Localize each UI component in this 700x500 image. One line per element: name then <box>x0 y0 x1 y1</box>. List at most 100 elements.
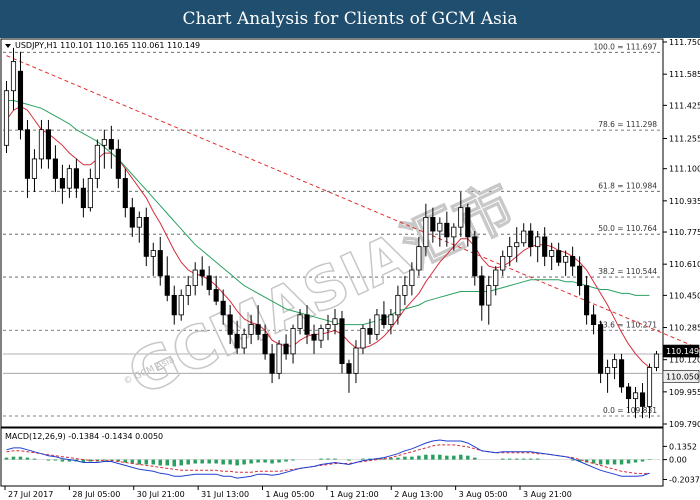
price-axis-label: 111.425 <box>669 101 700 110</box>
candle-body <box>80 187 86 209</box>
candle <box>346 359 352 393</box>
candle-body <box>178 294 184 316</box>
time-axis-label: 2 Aug 13:00 <box>394 490 443 499</box>
candle-body <box>220 300 226 316</box>
candle <box>570 246 576 276</box>
time-axis-label: 3 Aug 05:00 <box>459 490 508 499</box>
candle <box>94 139 100 189</box>
macd-axis-label: 0.00 <box>669 456 687 465</box>
main-panel-frame <box>0 38 664 428</box>
price-axis-label: 110.610 <box>669 260 700 269</box>
time-axis-label: 27 Jul 2017 <box>8 490 53 499</box>
candle <box>360 324 366 354</box>
candle <box>612 353 618 380</box>
candle <box>458 192 464 237</box>
candle <box>514 227 520 263</box>
candle-body <box>367 328 373 335</box>
candle <box>402 275 408 306</box>
candle-body <box>507 246 513 257</box>
candle <box>52 145 58 193</box>
candle <box>542 227 548 267</box>
candle <box>17 51 24 140</box>
candle <box>206 266 212 296</box>
candle <box>262 324 268 360</box>
candle-body <box>423 217 429 248</box>
chart-menu-triangle-icon[interactable] <box>5 44 11 48</box>
price-axis-label: 111.100 <box>669 165 700 174</box>
fib-level-label: 78.6 = 111.298 <box>598 120 657 129</box>
candle-body <box>185 285 191 296</box>
candle-body <box>290 328 296 355</box>
candle <box>199 256 205 286</box>
price-axis-label: 109.955 <box>669 388 700 397</box>
price-axis-label: 109.790 <box>669 420 700 429</box>
price-tag <box>662 370 700 383</box>
candle <box>80 178 86 218</box>
candle-body <box>521 230 527 244</box>
candle <box>625 383 632 413</box>
fibonacci-levels: 100.0 = 111.697 78.6 = 111.298 61.8 = 110.… <box>3 42 660 417</box>
candle-body <box>381 314 387 326</box>
candle-body <box>150 250 156 257</box>
candle <box>584 275 590 325</box>
candle-body <box>115 148 121 179</box>
candle <box>646 363 653 419</box>
candle-body <box>234 333 240 349</box>
candle <box>395 285 401 325</box>
candle-body <box>430 217 436 232</box>
candle <box>143 207 149 267</box>
candle <box>101 129 107 169</box>
candle-body <box>122 178 128 209</box>
fib-level-label: 0.0 = 109.831 <box>603 406 657 415</box>
candle <box>38 119 45 169</box>
candle-body <box>164 275 170 296</box>
banner-title: Chart Analysis for Clients of GCM Asia <box>182 9 518 29</box>
candle <box>192 262 198 296</box>
candle-body <box>360 328 366 349</box>
macd-axis: 0.1352 0.00 -0.2037 <box>663 442 700 484</box>
candle <box>605 359 611 393</box>
candle-body <box>276 343 282 374</box>
candle <box>618 353 625 393</box>
candle-body <box>472 236 478 277</box>
candle-body <box>157 250 163 277</box>
candle-body <box>129 207 135 228</box>
candle-body <box>10 61 17 92</box>
time-axis-label: 30 Jul 21:00 <box>137 490 185 499</box>
candle <box>122 168 128 218</box>
macd-panel-frame <box>0 427 664 487</box>
candle <box>632 386 639 419</box>
candle-body <box>206 275 212 290</box>
candle <box>639 383 646 419</box>
candle <box>45 119 51 169</box>
candle <box>185 275 191 306</box>
candle <box>472 231 478 286</box>
time-axis-label: 1 Aug 05:00 <box>266 490 315 499</box>
chart-area[interactable]: 100.0 = 111.697 78.6 = 111.298 61.8 = 110.… <box>0 38 700 500</box>
chart-banner: Chart Analysis for Clients of GCM Asia <box>0 0 700 38</box>
price-tag <box>662 344 700 358</box>
candle-body <box>451 226 457 238</box>
candle <box>59 164 65 204</box>
price-axis-label: 110.120 <box>669 356 700 365</box>
candle-body <box>437 222 443 232</box>
candle <box>591 305 597 335</box>
candle-body <box>101 139 107 146</box>
macd-axis-label: 0.1352 <box>669 442 697 451</box>
candle <box>577 256 583 296</box>
candle <box>108 125 114 169</box>
candle <box>465 203 471 247</box>
candle-body <box>73 168 79 189</box>
candle-body <box>171 294 177 316</box>
candle-body <box>269 353 275 374</box>
candle-body <box>416 246 422 271</box>
candle-body <box>318 328 324 341</box>
candle <box>24 119 31 198</box>
price-tag-label: 110.050 <box>666 372 699 381</box>
candle <box>269 344 275 384</box>
price-axis-label: 110.450 <box>669 291 700 300</box>
candle-body <box>17 70 24 131</box>
candle-body <box>325 324 331 329</box>
price-chart-svg[interactable]: 100.0 = 111.697 78.6 = 111.298 61.8 = 110.… <box>0 38 700 500</box>
candle-body <box>618 359 625 388</box>
